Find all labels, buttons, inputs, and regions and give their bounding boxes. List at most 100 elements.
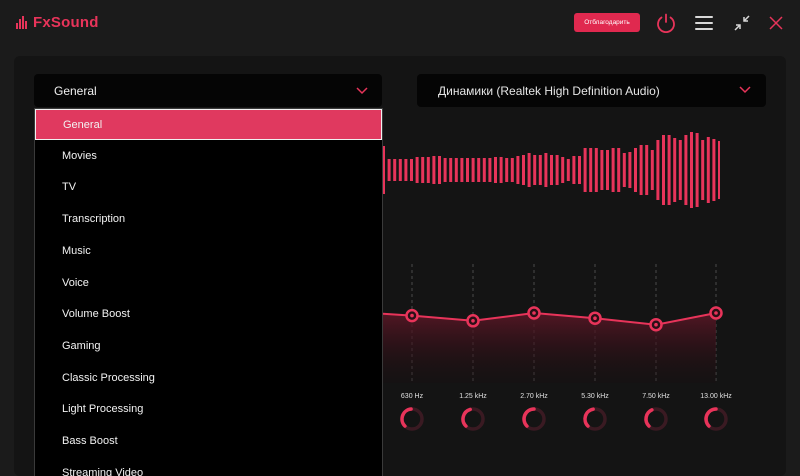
donate-button[interactable]: Отблагодарить xyxy=(574,13,640,32)
visualizer-bar xyxy=(387,159,391,181)
visualizer-bar xyxy=(606,150,609,190)
eq-band-knob[interactable] xyxy=(460,406,486,432)
eq-band-knob[interactable] xyxy=(582,406,608,432)
visualizer-bar xyxy=(432,156,436,184)
visualizer-bar xyxy=(695,133,699,207)
visualizer-bar xyxy=(510,158,514,182)
visualizer-bar xyxy=(421,157,425,183)
visualizer-bar xyxy=(678,140,682,200)
visualizer-bar xyxy=(538,155,542,185)
preset-option[interactable]: Bass Boost xyxy=(62,435,118,447)
visualizer-bar xyxy=(561,157,565,183)
eq-band-handle-dot xyxy=(714,311,718,315)
visualizer-bar xyxy=(454,158,458,182)
visualizer-bar xyxy=(494,157,497,183)
eq-band-label: 7.50 kHz xyxy=(642,393,670,400)
visualizer-bar xyxy=(404,159,408,181)
visualizer-bar xyxy=(578,156,581,184)
app-logo: FxSound xyxy=(16,14,99,31)
device-select-value: Динамики (Realtek High Definition Audio) xyxy=(438,84,660,98)
visualizer-bar xyxy=(460,158,464,182)
visualizer-bar xyxy=(628,152,632,188)
preset-option[interactable]: Classic Processing xyxy=(62,371,155,384)
eq-band-label: 13.00 kHz xyxy=(700,393,732,400)
visualizer-bar xyxy=(684,135,688,205)
eq-band-knob[interactable] xyxy=(521,406,547,432)
visualizer-bar xyxy=(634,148,637,192)
visualizer-bar xyxy=(499,157,503,183)
eq-band-label: 5.30 kHz xyxy=(581,393,609,400)
preset-option[interactable]: Streaming Video xyxy=(62,466,144,476)
preset-select[interactable]: General xyxy=(34,74,382,107)
visualizer-bar xyxy=(527,153,531,187)
preset-option[interactable]: General xyxy=(35,109,382,140)
preset-option[interactable]: Movies xyxy=(62,149,97,162)
app-name: FxSound xyxy=(33,14,99,31)
visualizer-bar xyxy=(544,153,548,187)
eq-band-handle-dot xyxy=(532,311,536,315)
visualizer-bar xyxy=(533,155,537,185)
eq-band-knob[interactable] xyxy=(643,406,669,432)
eq-band-handle-dot xyxy=(593,316,597,320)
visualizer-bar xyxy=(673,138,677,202)
visualizer-bar xyxy=(477,158,481,182)
visualizer-bar xyxy=(594,148,598,192)
device-select[interactable]: Динамики (Realtek High Definition Audio) xyxy=(417,74,766,107)
visualizer-bar xyxy=(589,148,593,192)
preset-option[interactable]: Music xyxy=(62,244,91,257)
preset-select-value: General xyxy=(54,84,97,98)
chevron-down-icon xyxy=(356,87,368,95)
audio-visualizer xyxy=(382,132,720,208)
eq-band-knob[interactable] xyxy=(703,406,729,432)
visualizer-bar xyxy=(505,158,509,182)
minimize-view-icon[interactable] xyxy=(733,14,751,32)
visualizer-bar xyxy=(617,148,621,192)
preset-option[interactable]: Transcription xyxy=(62,213,126,226)
eq-band-handle-dot xyxy=(410,313,414,318)
visualizer-bar xyxy=(667,135,671,205)
visualizer-bar xyxy=(516,156,520,184)
eq-band-handle-dot xyxy=(471,319,475,323)
visualizer-bar xyxy=(471,158,475,182)
visualizer-bar xyxy=(639,145,643,195)
visualizer-bar xyxy=(656,140,660,200)
visualizer-bar xyxy=(622,153,626,187)
visualizer-bar xyxy=(690,132,693,208)
visualizer-bar xyxy=(393,159,397,181)
chevron-down-icon xyxy=(739,86,751,94)
preset-option[interactable]: Volume Boost xyxy=(62,308,130,321)
visualizer-bar xyxy=(488,158,492,182)
visualizer-bar xyxy=(482,158,486,182)
visualizer-bar xyxy=(415,157,419,183)
visualizer-bar xyxy=(449,158,453,182)
visualizer-bar xyxy=(426,157,430,183)
equalizer-graph xyxy=(380,264,723,383)
preset-option[interactable]: TV xyxy=(62,181,77,194)
preset-option[interactable]: Gaming xyxy=(62,339,101,352)
visualizer-bar xyxy=(398,159,402,181)
visualizer-bar xyxy=(662,135,665,205)
visualizer-bar xyxy=(712,139,716,201)
visualizer-bar xyxy=(701,140,705,200)
visualizer-bar xyxy=(438,156,441,184)
close-icon[interactable] xyxy=(767,14,785,32)
visualizer-bar xyxy=(550,155,553,185)
visualizer-bar xyxy=(382,146,385,194)
visualizer-bar xyxy=(645,145,649,195)
preset-option[interactable]: Light Processing xyxy=(62,403,144,416)
eq-band-knob[interactable] xyxy=(399,406,425,432)
visualizer-bar xyxy=(718,141,720,199)
eq-band-label: 630 Hz xyxy=(400,393,424,400)
visualizer-bar xyxy=(572,156,576,184)
power-icon[interactable] xyxy=(655,12,677,34)
visualizer-bar xyxy=(583,148,587,192)
visualizer-bar xyxy=(410,159,413,181)
eq-band-label: 2.70 kHz xyxy=(520,393,548,400)
visualizer-bar xyxy=(522,155,525,185)
preset-option[interactable]: Voice xyxy=(62,276,89,289)
visualizer-bar xyxy=(611,148,615,192)
visualizer-bar xyxy=(650,150,654,190)
visualizer-bar xyxy=(566,159,570,181)
visualizer-bar xyxy=(443,158,447,182)
menu-icon[interactable] xyxy=(695,16,713,30)
